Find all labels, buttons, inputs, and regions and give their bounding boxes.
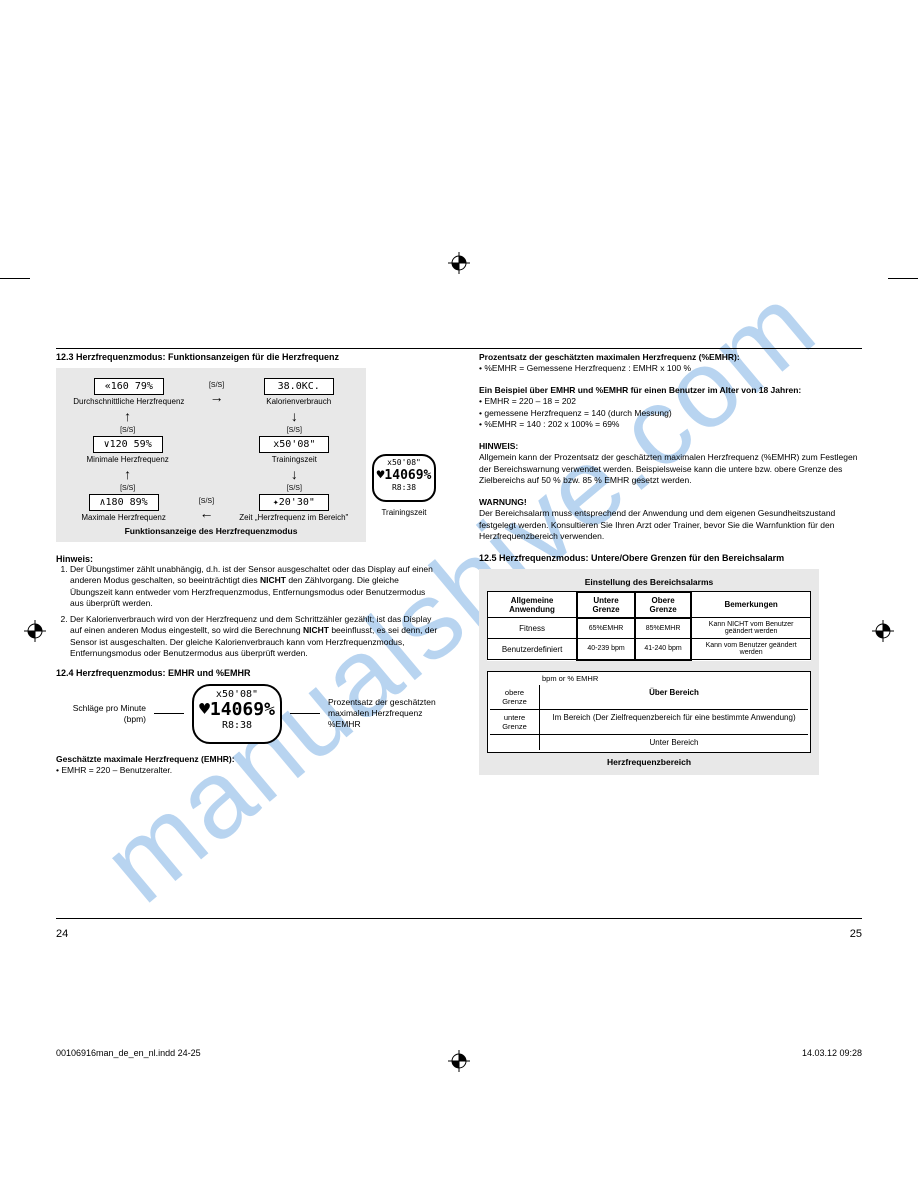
th-obere: Obere Grenze — [635, 592, 691, 618]
emhr-est-title: Geschätzte maximale Herzfrequenz (EMHR): — [56, 754, 439, 765]
td-user-high: 41-240 bpm — [635, 639, 691, 660]
connector-line — [290, 713, 320, 714]
range-blank — [490, 735, 540, 750]
emhr-formula-list: EMHR = 220 – Benutzeralter. — [56, 765, 439, 776]
alarm-caption-top: Einstellung des Bereichsalarms — [487, 577, 811, 587]
hinweis-title: HINWEIS: — [479, 441, 862, 452]
section-12-5-title: 12.5 Herzfrequenzmodus: Untere/Obere Gre… — [479, 553, 862, 563]
alarm-caption-bottom: Herzfrequenzbereich — [487, 757, 811, 767]
ss-label: [S/S] — [287, 427, 302, 434]
range-row-below: Unter Bereich — [540, 735, 808, 750]
lcd-zone-label: Zeit „Herzfrequenz im Bereich" — [239, 513, 348, 522]
example-3: %EMHR = 140 : 202 x 100% = 69% — [479, 419, 862, 430]
th-bemerkungen: Bemerkungen — [691, 592, 810, 618]
lcd-avg: «160 79% — [94, 378, 164, 395]
diagram-caption: Funktionsanzeige des Herzfrequenzmodus — [64, 526, 358, 536]
registration-mark — [872, 620, 894, 642]
lcd-kcal: 38.0KC. — [264, 378, 334, 395]
arrow-icon: ← — [199, 505, 213, 521]
arrow-icon: ↑ — [78, 408, 178, 424]
ss-label: [S/S] — [120, 485, 135, 492]
lcd-max-label: Maximale Herzfrequenz — [74, 513, 174, 522]
hinweis-list: Der Übungstimer zählt unabhängig, d.h. i… — [56, 564, 439, 660]
pct-formula: %EMHR = Gemessene Herzfrequenz : EMHR x … — [479, 363, 862, 374]
section-12-4-title: 12.4 Herzfrequenzmodus: EMHR und %EMHR — [56, 668, 439, 678]
warnung-title: WARNUNG! — [479, 497, 862, 508]
emhr-diagram: Schläge pro Minute (bpm) x50'08" ♥14069%… — [56, 684, 439, 744]
warnung-text: Der Bereichsalarm muss entsprechend der … — [479, 508, 862, 542]
emhr-watch-l2: ♥14069% — [197, 700, 277, 720]
page-24: 12.3 Herzfrequenzmodus: Funktionsanzeige… — [56, 352, 439, 1078]
registration-mark — [24, 620, 46, 642]
watch-line-2: ♥14069% — [377, 468, 432, 483]
pct-emhr-title: Prozentsatz der geschätzten maximalen He… — [479, 352, 862, 363]
watch-line-3: R8:38 — [392, 483, 416, 492]
ss-label: [S/S] — [287, 485, 302, 492]
lcd-kcal-label: Kalorienverbrauch — [249, 397, 349, 406]
td-user: Benutzerdefiniert — [488, 639, 578, 660]
range-lower-label: untere Grenze — [490, 710, 540, 734]
header-rule — [56, 348, 862, 349]
td-fitness-low: 65%EMHR — [577, 618, 635, 639]
emhr-formula: EMHR = 220 – Benutzeralter. — [56, 765, 439, 776]
th-anwendung: Allgemeine Anwendung — [488, 592, 578, 618]
emhr-label-right: Prozentsatz der geschätzten maximalen He… — [328, 697, 438, 730]
arrow-icon: ↓ — [244, 466, 344, 482]
example-title: Ein Beispiel über EMHR und %EMHR für ein… — [479, 385, 862, 396]
td-user-note: Kann vom Benutzer geändert werden — [691, 639, 810, 660]
page-25: Prozentsatz der geschätzten maximalen He… — [479, 352, 862, 1078]
pct-formula-list: %EMHR = Gemessene Herzfrequenz : EMHR x … — [479, 363, 862, 374]
ss-label: [S/S] — [209, 382, 224, 389]
range-diagram: bpm or % EMHR obere Grenze Über Bereich … — [487, 671, 811, 753]
td-fitness-note: Kann NICHT vom Benutzer geändert werden — [691, 618, 810, 639]
arrow-icon: → — [210, 389, 224, 405]
example-2: gemessene Herzfrequenz = 140 (durch Mess… — [479, 408, 862, 419]
crop-mark — [0, 278, 30, 279]
lcd-min-label: Minimale Herzfrequenz — [78, 455, 178, 464]
emhr-watch: x50'08" ♥14069% R8:38 — [192, 684, 282, 744]
registration-mark — [448, 252, 470, 274]
arrow-icon: ↓ — [244, 408, 344, 424]
hinweis-item-2: Der Kalorienverbrauch wird von der Herzf… — [70, 614, 439, 660]
ss-label: [S/S] — [199, 498, 214, 505]
watch-display: x50'08" ♥14069% R8:38 — [372, 454, 436, 502]
watch-caption: Trainingszeit — [372, 508, 436, 517]
lcd-zone: ✦20'30" — [259, 494, 329, 511]
hinweis-item-1: Der Übungstimer zählt unabhängig, d.h. i… — [70, 564, 439, 610]
td-fitness: Fitness — [488, 618, 578, 639]
hinweis-text: Allgemein kann der Prozentsatz der gesch… — [479, 452, 862, 486]
example-1: EMHR = 220 – 18 = 202 — [479, 396, 862, 407]
ss-label: [S/S] — [120, 427, 135, 434]
td-user-low: 40-239 bpm — [577, 639, 635, 660]
range-unit-label: bpm or % EMHR — [490, 674, 808, 685]
emhr-watch-l3: R8:38 — [197, 720, 277, 731]
lcd-avg-label: Durchschnittliche Herzfrequenz — [73, 397, 184, 406]
hinweis-title: Hinweis: — [56, 554, 93, 564]
emhr-label-left: Schläge pro Minute (bpm) — [56, 703, 146, 725]
alarm-diagram: Einstellung des Bereichsalarms Allgemein… — [479, 569, 819, 775]
td-fitness-high: 85%EMHR — [635, 618, 691, 639]
lcd-train: x50'08" — [259, 436, 329, 453]
th-untere: Untere Grenze — [577, 592, 635, 618]
flow-diagram: «160 79% Durchschnittliche Herzfrequenz … — [56, 368, 366, 542]
connector-line — [154, 713, 184, 714]
section-12-3-title: 12.3 Herzfrequenzmodus: Funktionsanzeige… — [56, 352, 439, 362]
lcd-train-label: Trainingszeit — [244, 455, 344, 464]
arrow-icon: ↑ — [78, 466, 178, 482]
range-row-above: Über Bereich — [540, 685, 808, 709]
watch-line-1: x50'08" — [387, 458, 421, 467]
range-upper-label: obere Grenze — [490, 685, 540, 709]
crop-mark — [888, 278, 918, 279]
example-list: EMHR = 220 – 18 = 202 gemessene Herzfreq… — [479, 396, 862, 430]
lcd-max: ∧180 89% — [89, 494, 159, 511]
range-row-in: Im Bereich (Der Zielfrequenzbereich für … — [540, 710, 808, 734]
alarm-table: Allgemeine Anwendung Untere Grenze Obere… — [487, 591, 811, 661]
lcd-min: ∨120 59% — [93, 436, 163, 453]
